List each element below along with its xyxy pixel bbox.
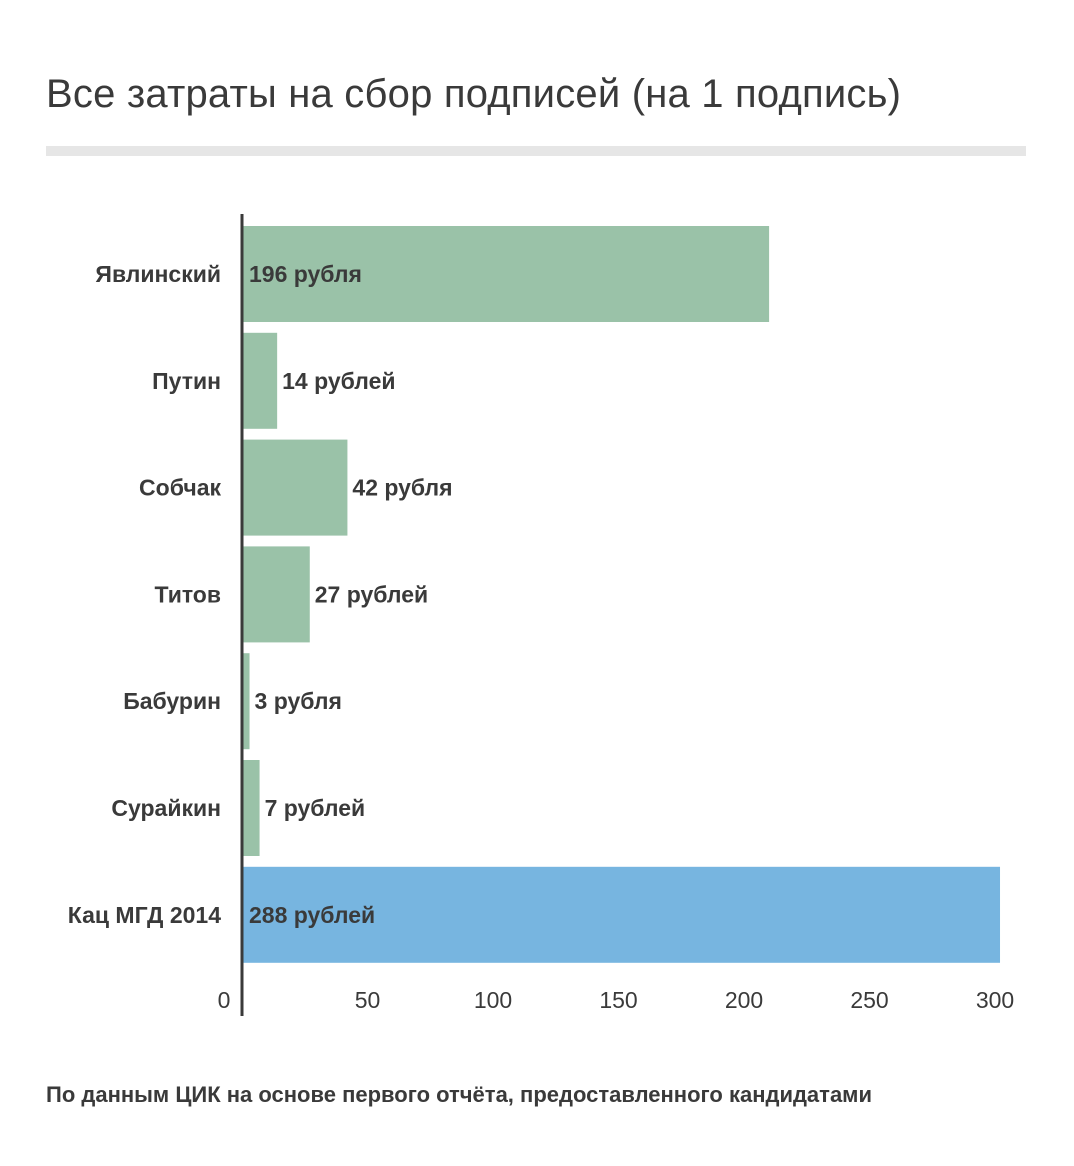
chart-title: Все затраты на сбор подписей (на 1 подпи… xyxy=(46,72,902,116)
bar xyxy=(242,866,1001,963)
bar xyxy=(242,760,260,856)
value-label: 7 рублей xyxy=(265,795,366,821)
x-tick-label: 150 xyxy=(599,987,637,1013)
bar xyxy=(242,653,250,750)
x-tick-label: 50 xyxy=(355,987,381,1013)
category-label: Кац МГД 2014 xyxy=(68,902,221,928)
x-tick-label: 250 xyxy=(850,987,888,1013)
x-tick-label: 300 xyxy=(976,987,1014,1013)
value-label: 27 рублей xyxy=(315,581,428,607)
value-label: 196 рубля xyxy=(249,261,362,287)
value-label: 14 рублей xyxy=(282,368,395,394)
x-tick-label: 200 xyxy=(725,987,763,1013)
bar xyxy=(242,226,770,322)
category-label: Титов xyxy=(155,581,221,607)
bar xyxy=(242,332,278,429)
x-tick-label: 0 xyxy=(218,987,231,1013)
category-label: Явлинский xyxy=(95,261,221,287)
bar-chart: Явлинский 196 рубля Путин 14 рублей Собчак 42… xyxy=(68,214,1014,1016)
value-label: 42 рубля xyxy=(352,475,452,501)
value-label: 288 рублей xyxy=(249,902,375,928)
value-label: 3 рубля xyxy=(255,688,342,714)
bar xyxy=(242,546,310,643)
x-tick-label: 100 xyxy=(474,987,512,1013)
category-label: Путин xyxy=(152,368,221,394)
source-note: По данным ЦИК на основе первого отчёта, … xyxy=(46,1082,872,1107)
category-label: Бабурин xyxy=(123,688,221,714)
title-divider xyxy=(46,146,1026,156)
category-label: Собчак xyxy=(139,475,221,501)
bar xyxy=(242,439,348,536)
category-label: Сурайкин xyxy=(111,795,221,821)
